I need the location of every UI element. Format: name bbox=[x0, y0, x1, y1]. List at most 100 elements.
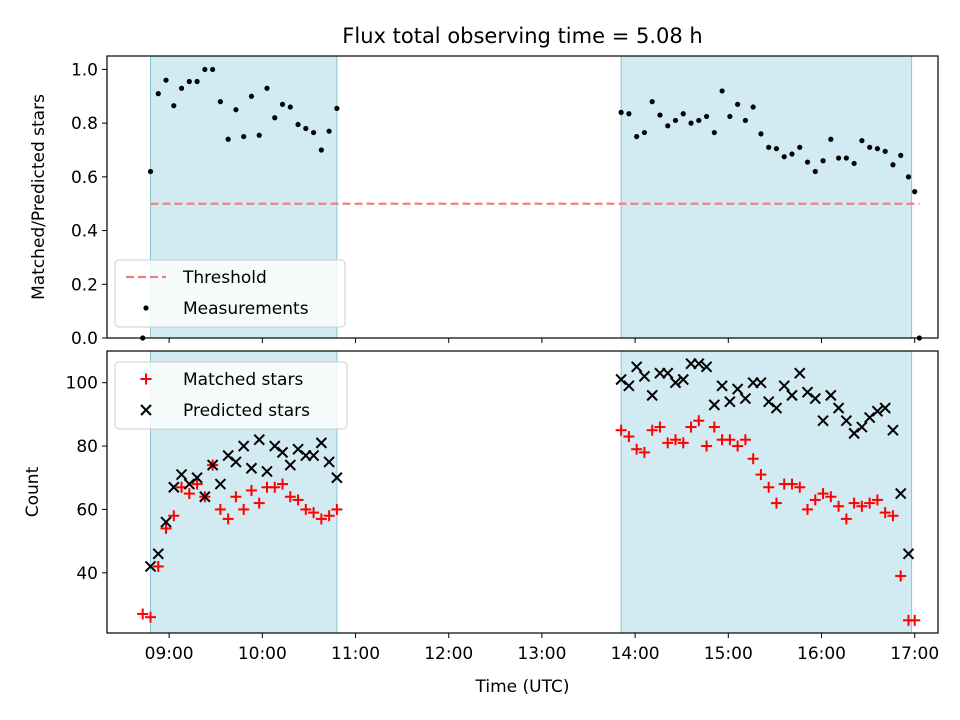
measurement-point bbox=[194, 78, 200, 85]
x-marker-b bbox=[245, 462, 258, 474]
matched-point bbox=[253, 497, 265, 509]
x-tick-label: 14:00 bbox=[611, 644, 660, 664]
matched-point bbox=[871, 494, 883, 506]
predicted-point bbox=[276, 446, 289, 459]
predicted-point bbox=[840, 415, 853, 427]
x-marker-b bbox=[832, 402, 845, 414]
x-marker-b bbox=[825, 389, 837, 402]
matched-point bbox=[833, 500, 845, 512]
measurement-point bbox=[241, 133, 247, 140]
measurement-point bbox=[750, 104, 756, 110]
predicted-point bbox=[237, 440, 250, 452]
x-marker-b bbox=[175, 468, 188, 481]
measurement-point bbox=[882, 148, 888, 154]
x-marker-b bbox=[623, 380, 635, 392]
legend-matched-marker bbox=[140, 373, 152, 385]
matched-point bbox=[292, 494, 304, 506]
matched-point bbox=[786, 478, 798, 490]
x-marker-b bbox=[762, 395, 775, 408]
predicted-point bbox=[630, 361, 643, 373]
x-marker-b bbox=[770, 402, 783, 414]
predicted-point bbox=[871, 405, 884, 417]
measurement-point bbox=[835, 155, 842, 161]
x-marker-b bbox=[323, 456, 335, 468]
x-marker-b bbox=[716, 380, 728, 392]
matched-point bbox=[191, 478, 203, 490]
predicted-point bbox=[646, 389, 658, 402]
measurement-point bbox=[171, 103, 177, 109]
measurement-point bbox=[773, 146, 780, 152]
predicted-point bbox=[786, 389, 798, 402]
matched-point bbox=[909, 614, 921, 626]
x-marker-b bbox=[307, 449, 320, 462]
x-tick-label: 11:00 bbox=[331, 644, 380, 664]
measurement-point bbox=[688, 120, 694, 126]
x-marker-b bbox=[902, 548, 915, 560]
matched-point bbox=[245, 484, 257, 496]
x-marker-b bbox=[276, 446, 289, 459]
predicted-point bbox=[206, 459, 219, 471]
predicted-point bbox=[253, 434, 265, 446]
measurement-point bbox=[672, 117, 679, 124]
x-tick-label: 13:00 bbox=[517, 644, 566, 664]
x-marker-b bbox=[755, 376, 767, 389]
matched-point bbox=[308, 507, 320, 519]
x-marker-b bbox=[887, 424, 899, 436]
predicted-point bbox=[739, 392, 752, 405]
measurement-point bbox=[820, 158, 826, 164]
measurement-point bbox=[905, 174, 912, 180]
top-y-tick-label: 0.6 bbox=[71, 168, 98, 188]
bottom-legend-box bbox=[114, 361, 348, 430]
measurement-point bbox=[210, 66, 216, 73]
x-marker-b bbox=[863, 411, 876, 424]
measurement-point bbox=[851, 160, 857, 167]
matched-point bbox=[284, 491, 296, 503]
bottom-y-tick-label: 80 bbox=[76, 437, 98, 457]
matched-point bbox=[615, 424, 627, 436]
measurement-point bbox=[618, 109, 624, 115]
predicted-point bbox=[708, 399, 721, 411]
predicted-point bbox=[331, 472, 343, 484]
top-axes-frame bbox=[106, 55, 939, 339]
measurement-point bbox=[912, 189, 918, 195]
predicted-point bbox=[895, 487, 907, 500]
bottom-y-tick-label: 40 bbox=[76, 564, 98, 584]
matched-point bbox=[817, 488, 829, 500]
x-marker-b bbox=[206, 459, 219, 471]
x-marker-b bbox=[638, 370, 651, 383]
x-marker-b bbox=[817, 415, 829, 427]
measurement-point bbox=[898, 152, 904, 158]
matched-point bbox=[747, 453, 759, 465]
predicted-point bbox=[863, 411, 876, 424]
matched-point bbox=[662, 437, 674, 449]
x-tick-label: 15:00 bbox=[704, 644, 753, 664]
measurement-point bbox=[874, 146, 881, 152]
matched-point bbox=[300, 503, 312, 515]
matched-point bbox=[277, 478, 289, 490]
matched-point bbox=[802, 503, 814, 515]
x-tick-label: 09:00 bbox=[145, 644, 194, 664]
x-marker-b bbox=[848, 427, 860, 440]
matched-point bbox=[794, 481, 806, 493]
predicted-point bbox=[778, 380, 790, 392]
measurement-point bbox=[318, 147, 324, 153]
x-tick-label: 16:00 bbox=[797, 644, 846, 664]
measurement-point bbox=[147, 168, 154, 175]
predicted-point bbox=[731, 383, 744, 395]
measurement-point bbox=[155, 91, 161, 97]
matched-point bbox=[724, 434, 736, 446]
predicted-point bbox=[762, 395, 775, 408]
x-marker-b bbox=[871, 405, 884, 417]
x-marker-b bbox=[856, 421, 868, 433]
x-marker-b bbox=[292, 443, 304, 455]
measurement-point bbox=[649, 99, 655, 105]
x-marker-b bbox=[253, 434, 265, 446]
x-marker-b bbox=[662, 367, 674, 379]
measurement-point bbox=[634, 133, 640, 140]
x-marker-b bbox=[183, 478, 196, 490]
x-marker-b bbox=[630, 361, 643, 373]
predicted-point bbox=[817, 415, 829, 427]
predicted-point bbox=[323, 456, 335, 468]
matched-point bbox=[864, 497, 876, 509]
